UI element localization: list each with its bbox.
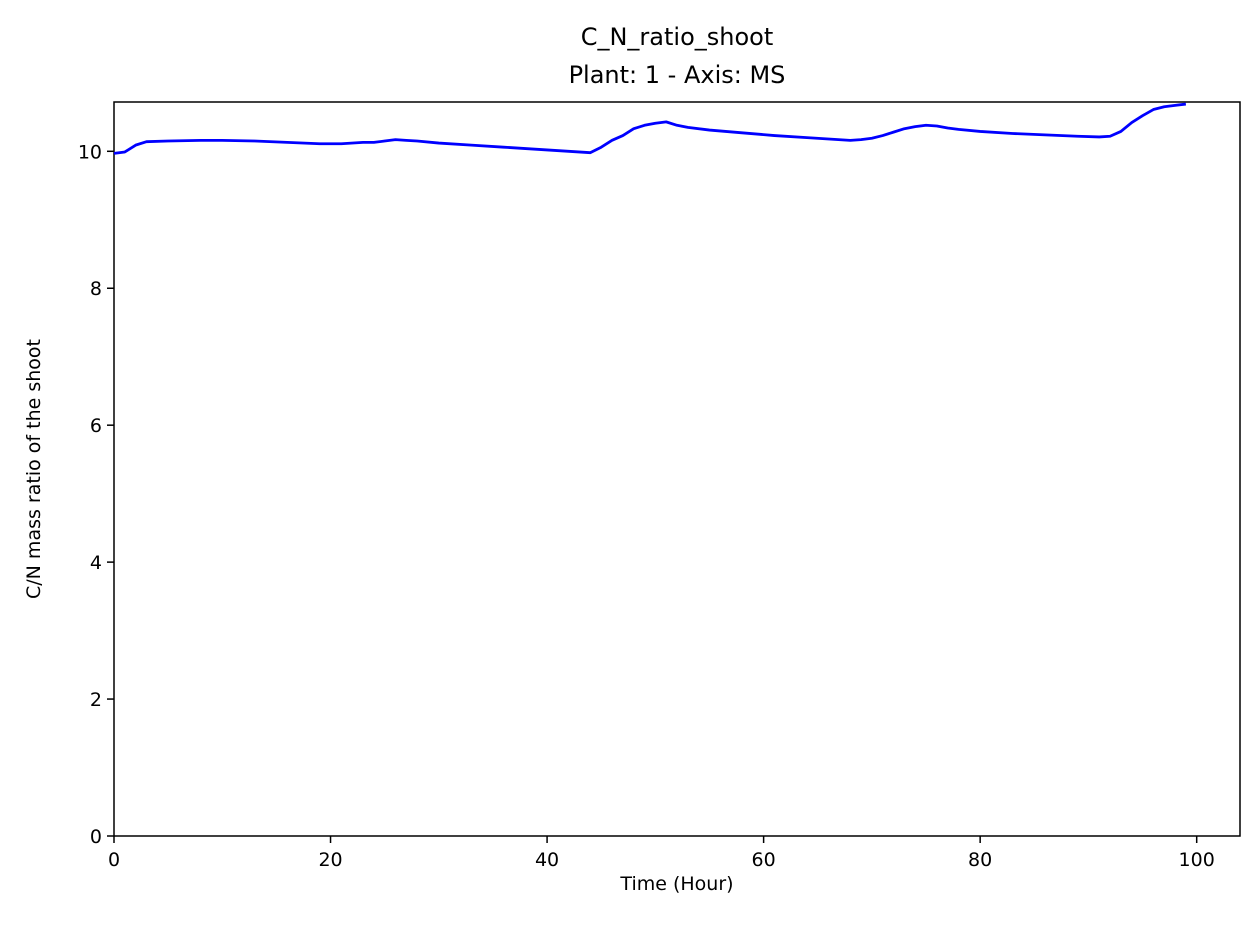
x-axis: 0 20 40 60 80 100 — [108, 836, 1215, 871]
y-tick-label: 6 — [90, 415, 102, 437]
plot-frame — [113, 101, 1241, 837]
x-tick-label: 40 — [535, 849, 559, 871]
y-tick-label: 10 — [78, 141, 102, 163]
y-tick-label: 8 — [90, 278, 102, 300]
x-tick-label: 20 — [318, 849, 342, 871]
x-axis-label: Time (Hour) — [619, 873, 733, 895]
x-tick-label: 0 — [108, 849, 120, 871]
chart-subtitle: Plant: 1 - Axis: MS — [569, 61, 786, 89]
y-tick-label: 4 — [90, 552, 102, 574]
x-tick-label: 80 — [968, 849, 992, 871]
y-axis: 0 2 4 6 8 10 — [78, 141, 114, 848]
y-tick-label: 2 — [90, 689, 102, 711]
x-tick-label: 100 — [1179, 849, 1215, 871]
y-tick-label: 0 — [90, 826, 102, 848]
y-axis-label: C/N mass ratio of the shoot — [23, 339, 45, 599]
chart-title: C_N_ratio_shoot — [581, 23, 774, 51]
series-line — [113, 102, 1187, 155]
x-tick-label: 60 — [752, 849, 776, 871]
plot-area: 0 20 40 60 80 100 0 2 4 6 8 10 — [78, 101, 1241, 871]
